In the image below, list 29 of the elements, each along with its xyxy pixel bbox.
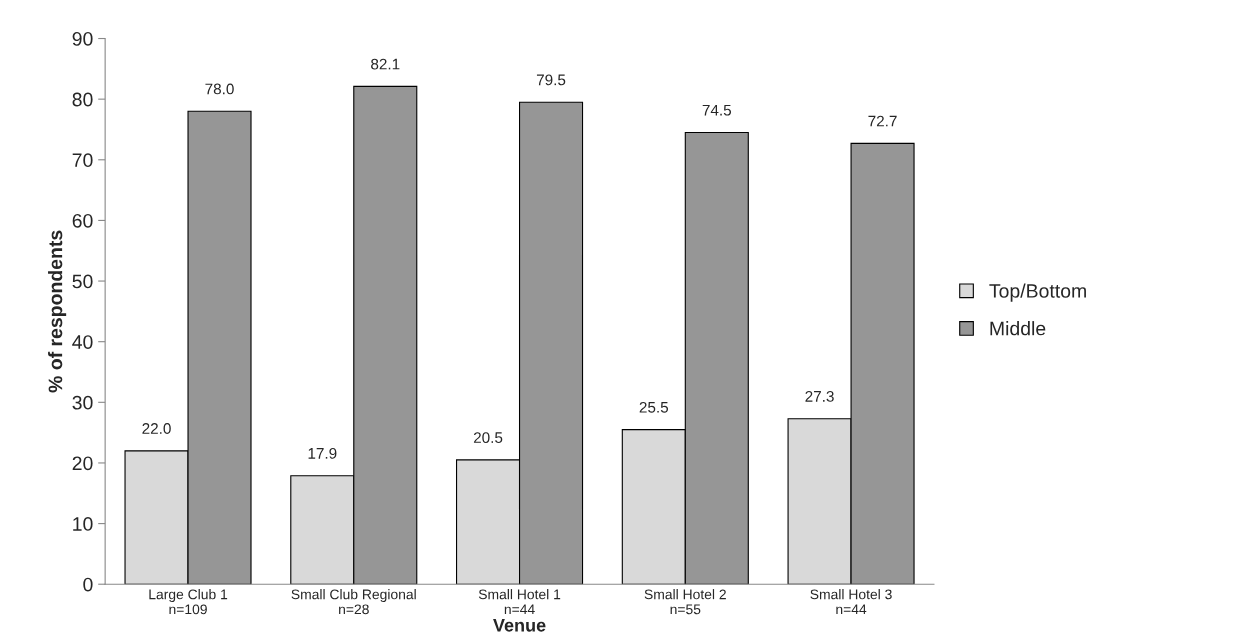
y-tick-label: 0	[83, 577, 93, 592]
legend-label: Middle	[990, 321, 1046, 336]
data-label: 74.5	[702, 104, 732, 116]
y-tick-label: 80	[72, 92, 93, 107]
y-tick-label: 60	[72, 213, 93, 228]
data-label: 27.3	[805, 390, 834, 402]
data-label: 78.0	[205, 83, 234, 95]
x-tick-label: Small Hotel 2 n=55	[644, 589, 726, 615]
x-tick-label: Small Hotel 1 n=44	[478, 589, 561, 615]
data-label: 82.1	[371, 58, 400, 70]
y-tick-label: 50	[72, 274, 93, 289]
y-tick-label: 40	[72, 335, 93, 349]
y-tick-label: 70	[72, 153, 93, 168]
y-tick-label: 10	[73, 517, 93, 531]
x-tick-label: Small Club Regional n=28	[291, 589, 416, 615]
legend-label: Top/Bottom	[989, 283, 1086, 302]
y-tick-label: 20	[72, 456, 93, 471]
y-tick-label: 90	[72, 31, 93, 46]
data-label: 17.9	[308, 447, 337, 459]
data-label: 22.0	[142, 423, 171, 434]
data-label: 25.5	[639, 401, 669, 413]
y-tick-label: 30	[72, 395, 93, 410]
x-tick-label: Large Club 1 n=109	[149, 589, 228, 615]
y-axis-title: % of respondents	[48, 230, 67, 393]
data-label: 20.5	[473, 432, 503, 444]
x-axis-title: Venue	[493, 619, 546, 632]
data-label: 72.7	[868, 115, 897, 127]
data-label: 79.5	[536, 74, 566, 86]
x-tick-label: Small Hotel 3 n=44	[810, 589, 892, 615]
